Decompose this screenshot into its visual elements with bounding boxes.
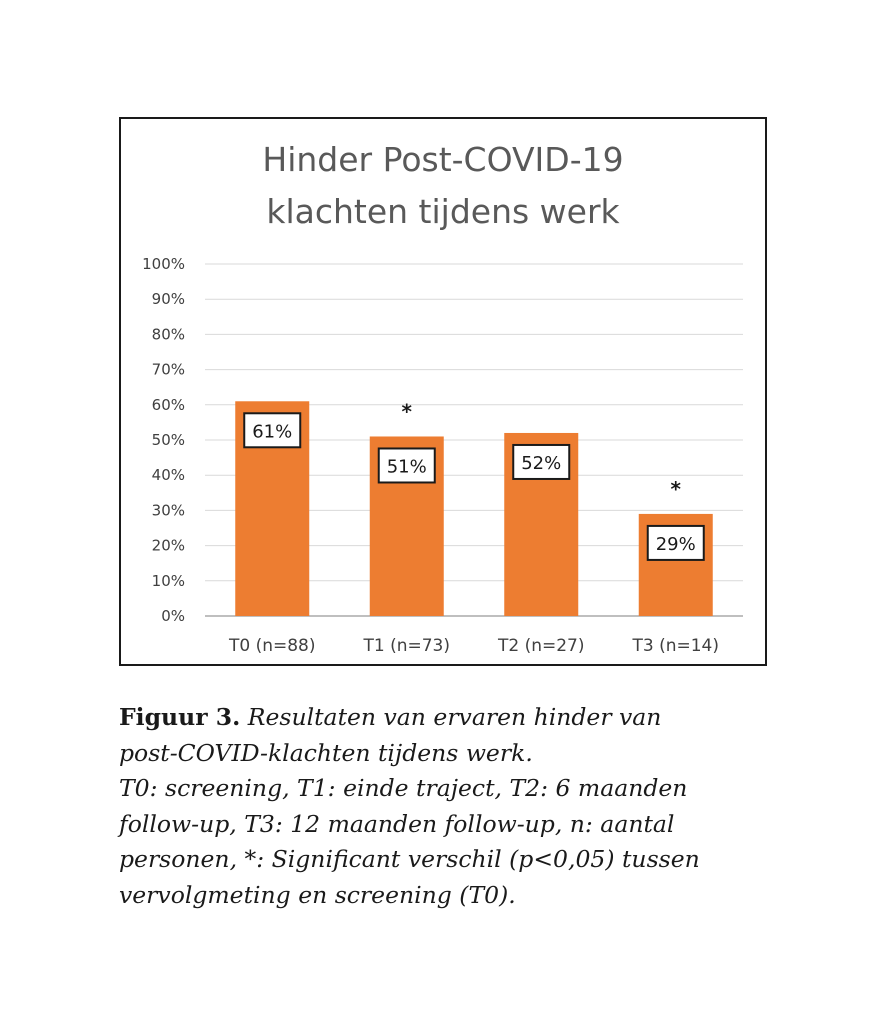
x-tick-label: T0 (n=88): [228, 636, 316, 656]
x-tick-label: T2 (n=27): [497, 636, 585, 656]
y-tick-label: 40%: [152, 466, 185, 484]
data-label: 51%: [387, 456, 427, 477]
data-label: 29%: [656, 534, 696, 555]
caption-label: Figuur 3.: [119, 703, 241, 731]
data-label: 61%: [252, 421, 292, 442]
caption-line: T0: screening, T1: einde traject, T2: 6 …: [119, 774, 688, 802]
x-tick-label: T3 (n=14): [631, 636, 719, 656]
caption-line: personen, *: Significant verschil (p<0,0…: [119, 845, 700, 873]
y-tick-label: 0%: [161, 607, 185, 625]
y-tick-label: 70%: [152, 361, 185, 379]
data-label-box: [512, 443, 571, 480]
chart-frame: Hinder Post-COVID-19 klachten tijdens we…: [119, 117, 767, 666]
x-tick-label: T1 (n=73): [362, 636, 450, 656]
y-tick-label: 50%: [152, 431, 185, 449]
caption-text: Resultaten van ervaren hinder van: [247, 703, 662, 731]
y-tick-label: 90%: [152, 290, 185, 308]
chart-title-line-2: klachten tijdens werk: [266, 192, 620, 231]
y-tick-label: 80%: [152, 325, 185, 343]
data-label: 52%: [521, 453, 561, 474]
caption-line: follow-up, T3: 12 maanden follow-up, n: …: [119, 809, 675, 838]
data-label-box: [377, 447, 436, 484]
data-label-box: [646, 524, 705, 561]
significance-marker: *: [671, 477, 682, 501]
chart-title-line-1: Hinder Post-COVID-19: [262, 140, 623, 179]
caption-line: vervolgmeting en screening (T0).: [119, 880, 516, 909]
y-tick-label: 100%: [142, 255, 185, 273]
caption-first-line: Figuur 3. Resultaten van ervaren hinder …: [119, 700, 759, 736]
caption-line: post-COVID-klachten tijdens werk.: [119, 738, 533, 767]
significance-marker: *: [402, 399, 413, 423]
y-tick-label: 30%: [152, 501, 185, 519]
data-label-box: [243, 412, 302, 449]
y-tick-label: 20%: [152, 537, 185, 555]
y-tick-label: 60%: [152, 396, 185, 414]
bar-chart: Hinder Post-COVID-19 klachten tijdens we…: [142, 140, 743, 656]
y-tick-label: 10%: [152, 572, 185, 590]
figure-caption: Figuur 3. Resultaten van ervaren hinder …: [119, 700, 759, 913]
